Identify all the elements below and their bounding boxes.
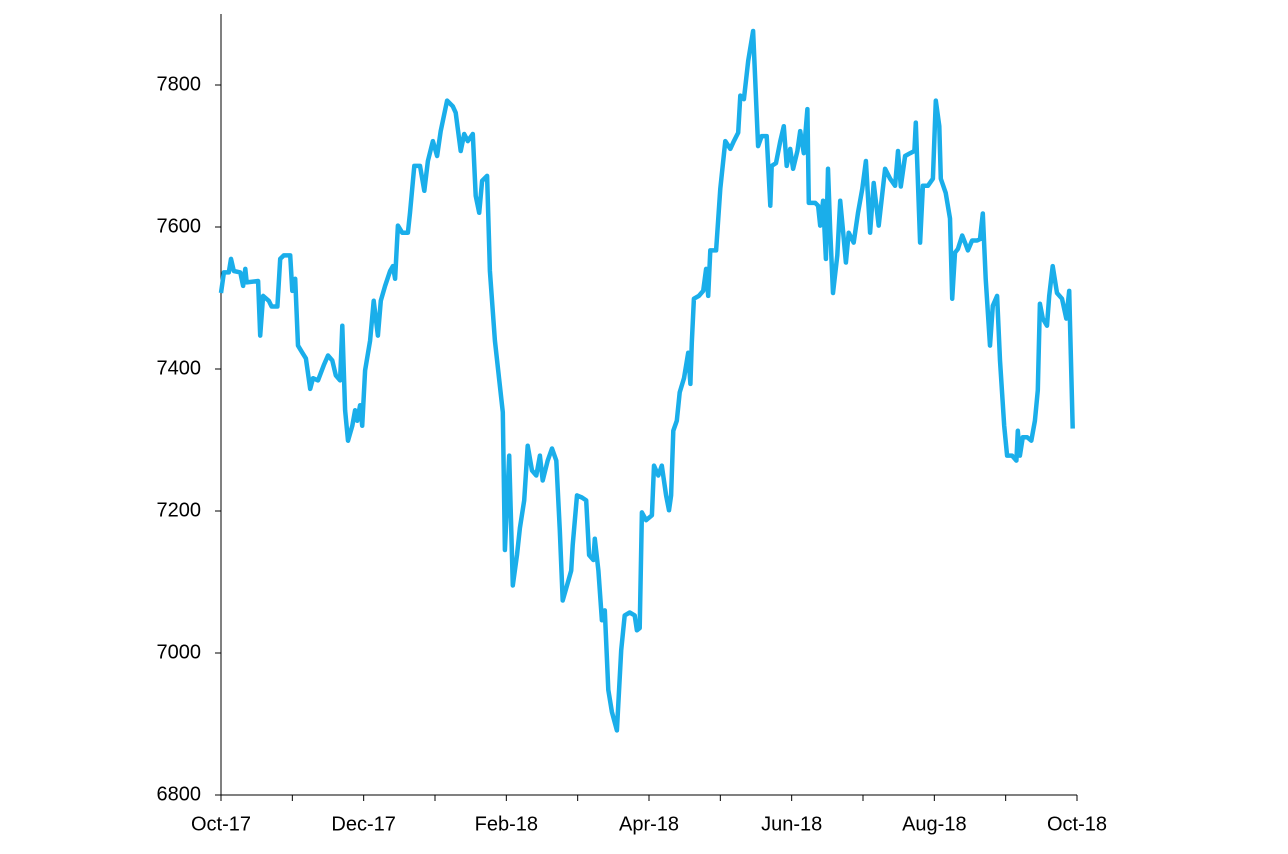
x-tick-label: Aug-18 xyxy=(902,813,967,835)
y-tick-label: 7800 xyxy=(157,73,202,95)
x-tick-label: Apr-18 xyxy=(619,813,679,835)
x-tick-label: Dec-17 xyxy=(331,813,395,835)
x-tick-label: Oct-17 xyxy=(191,813,251,835)
y-tick-label: 7400 xyxy=(157,357,202,379)
y-tick-label: 7200 xyxy=(157,499,202,521)
x-tick-label: Feb-18 xyxy=(475,813,538,835)
x-tick-label: Oct-18 xyxy=(1047,813,1107,835)
y-tick-label: 6800 xyxy=(157,783,202,805)
y-tick-label: 7600 xyxy=(157,215,202,237)
y-tick-label: 7000 xyxy=(157,641,202,663)
x-tick-label: Jun-18 xyxy=(761,813,822,835)
series-line xyxy=(218,28,1075,733)
